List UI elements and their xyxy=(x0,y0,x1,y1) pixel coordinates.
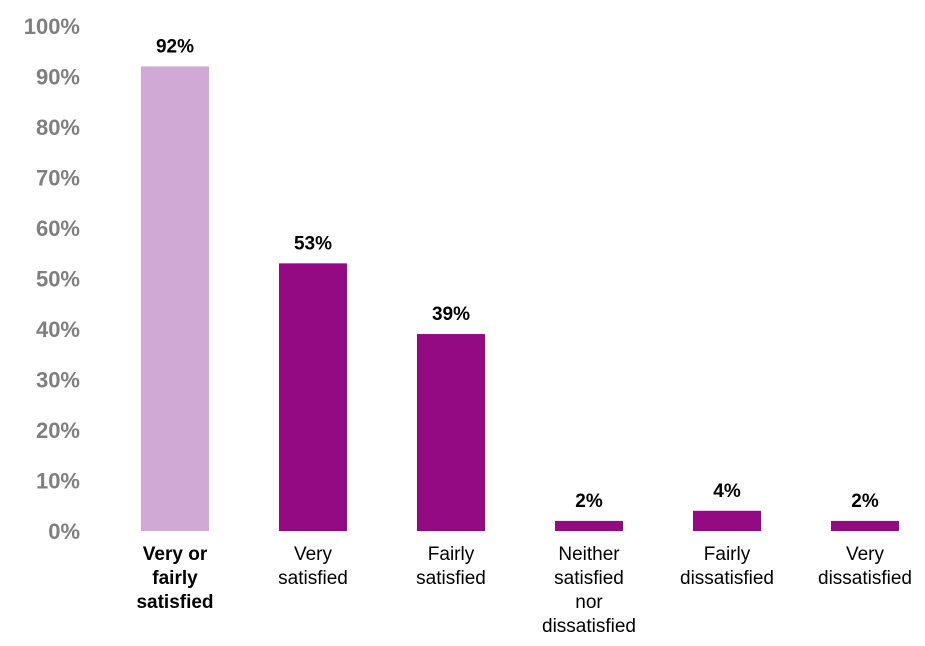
x-tick-label-line: Very xyxy=(294,544,333,565)
x-tick-label: Fairly dissatisfied xyxy=(680,544,774,589)
bar xyxy=(141,66,209,532)
x-tick-label-line: dissatisfied xyxy=(680,568,774,589)
data-label: 92% xyxy=(156,36,194,57)
data-label: 53% xyxy=(294,233,332,254)
x-tick-label-line: fairly xyxy=(152,568,198,589)
y-tick-label: 80% xyxy=(36,115,80,140)
bars xyxy=(141,66,899,532)
value-labels: 92% 53% 39% 2% 4% 2% xyxy=(156,36,879,512)
x-tick-label-line: nor xyxy=(575,592,603,613)
x-tick-label-line: Very xyxy=(846,544,885,565)
x-tick-label-line: Neither xyxy=(558,544,620,565)
bar xyxy=(417,334,485,531)
x-tick-label-line: dissatisfied xyxy=(542,616,636,637)
y-tick-label: 100% xyxy=(24,14,80,39)
x-tick-label: Neither satisfied nor dissatisfied xyxy=(542,544,636,637)
x-tick-label: Fairly satisfied xyxy=(416,544,486,589)
x-tick-label-line: satisfied xyxy=(416,568,486,589)
y-tick-label: 60% xyxy=(36,216,80,241)
y-tick-label: 90% xyxy=(36,65,80,90)
y-tick-label: 70% xyxy=(36,166,80,191)
x-tick-label-line: Very or xyxy=(143,544,208,565)
y-tick-label: 0% xyxy=(48,519,80,544)
data-label: 39% xyxy=(432,304,470,325)
x-tick-label-line: Fairly xyxy=(428,544,475,565)
y-tick-label: 30% xyxy=(36,368,80,393)
data-label: 4% xyxy=(713,481,741,502)
bar xyxy=(555,520,623,531)
x-tick-label-line: satisfied xyxy=(278,568,348,589)
y-tick-label: 50% xyxy=(36,267,80,292)
bar xyxy=(279,263,347,531)
y-tick-label: 40% xyxy=(36,317,80,342)
x-tick-label: Very dissatisfied xyxy=(818,544,912,589)
x-tick-label: Very or fairly satisfied xyxy=(136,544,213,613)
x-tick-label-line: Fairly xyxy=(704,544,751,565)
data-label: 2% xyxy=(575,491,603,512)
x-tick-label-line: satisfied xyxy=(554,568,624,589)
bar xyxy=(831,520,899,531)
x-tick-label: Very satisfied xyxy=(278,544,348,589)
x-tick-label-line: dissatisfied xyxy=(818,568,912,589)
y-tick-label: 20% xyxy=(36,418,80,443)
y-axis: 0% 10% 20% 30% 40% 50% 60% 70% 80% 90% 100% xyxy=(24,14,80,544)
x-tick-label-line: satisfied xyxy=(136,592,213,613)
bar xyxy=(693,510,761,531)
data-label: 2% xyxy=(851,491,879,512)
y-tick-label: 10% xyxy=(36,469,80,494)
